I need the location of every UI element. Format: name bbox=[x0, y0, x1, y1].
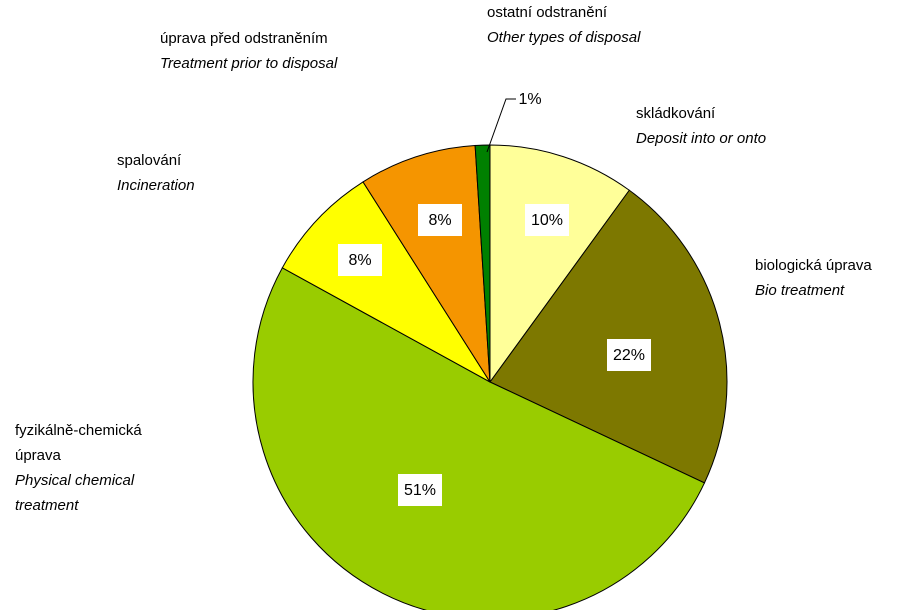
category-label-en: Physical chemical treatment bbox=[15, 472, 135, 514]
category-label: fyzikálně-chemická úprava Physical chemic… bbox=[15, 418, 185, 518]
category-label: spalování Incineration bbox=[117, 148, 267, 198]
value-label-bg bbox=[398, 474, 442, 506]
pie-slice bbox=[281, 181, 491, 383]
pie-slice bbox=[489, 144, 631, 384]
category-label-en: Bio treatment bbox=[755, 282, 845, 299]
category-label: úprava před odstraněním Treatment prior t… bbox=[160, 26, 390, 76]
value-label-bg bbox=[338, 244, 382, 276]
category-label-en: Other types of disposal bbox=[487, 29, 641, 46]
value-label-bg bbox=[607, 339, 651, 371]
leader-line bbox=[486, 98, 516, 153]
category-label-en: Treatment prior to disposal bbox=[160, 55, 338, 72]
category-label-en: Incineration bbox=[117, 177, 195, 194]
value-label: 10% bbox=[531, 212, 563, 229]
pie-slice bbox=[252, 267, 706, 610]
category-label: biologická úprava Bio treatment bbox=[755, 253, 909, 303]
value-label: 8% bbox=[428, 212, 451, 229]
category-label-cz: úprava před odstraněním bbox=[160, 30, 328, 47]
category-label-cz: skládkování bbox=[636, 105, 716, 122]
category-label: ostatní odstranění Other types of disposa… bbox=[487, 0, 707, 50]
value-label-bg bbox=[418, 204, 462, 236]
category-label-cz: biologická úprava bbox=[755, 257, 872, 274]
value-label: 51% bbox=[404, 482, 436, 499]
value-label: 1% bbox=[518, 91, 541, 108]
value-label: 22% bbox=[613, 347, 645, 364]
category-label-cz: fyzikálně-chemická úprava bbox=[15, 422, 142, 464]
value-label: 8% bbox=[348, 252, 371, 269]
value-label-bg bbox=[525, 204, 569, 236]
category-label-cz: ostatní odstranění bbox=[487, 4, 608, 21]
category-label-en: Deposit into or onto bbox=[636, 130, 767, 147]
category-label: skládkování Deposit into or onto bbox=[636, 101, 836, 151]
category-label-cz: spalování bbox=[117, 152, 182, 169]
